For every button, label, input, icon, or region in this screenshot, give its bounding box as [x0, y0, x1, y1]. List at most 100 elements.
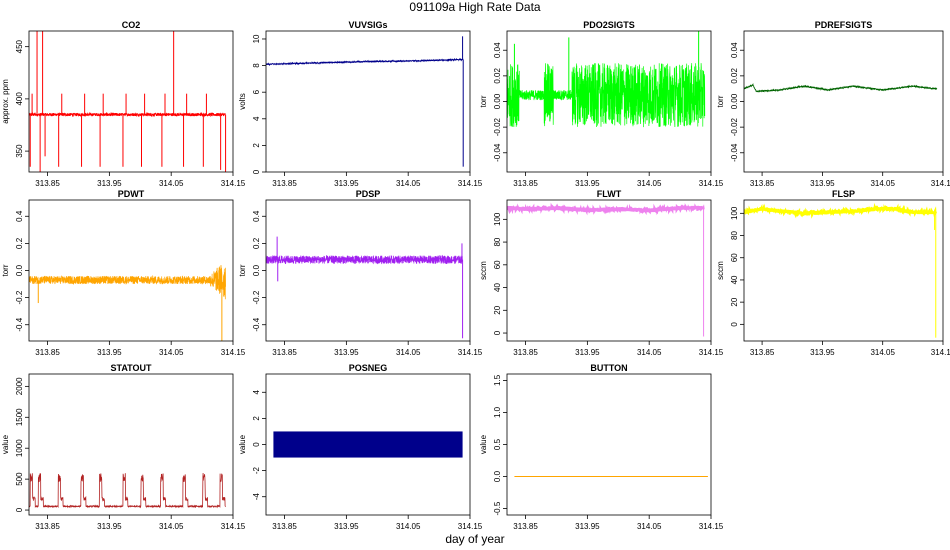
x-tick-label: 313.95 [334, 522, 359, 531]
y-tick-label: 0 [15, 507, 24, 512]
x-tick-label: 314.15 [931, 179, 950, 188]
y-tick-label: 450 [15, 39, 24, 53]
x-tick-label: 314.05 [159, 179, 184, 188]
x-tick-label: 314.05 [637, 179, 662, 188]
data-line [29, 265, 226, 300]
y-tick-label: 0.02 [493, 68, 502, 84]
x-tick-label: 313.95 [575, 522, 600, 531]
y-tick-label: -0.2 [252, 290, 261, 304]
y-axis-label: value [238, 434, 247, 454]
panel-title: BUTTON [590, 363, 627, 373]
x-tick-label: 314.15 [458, 179, 483, 188]
y-tick-label: 20 [493, 305, 502, 314]
panel-co2: CO2 approx. ppm 313.85 313.95 314.05 314.15 35… [1, 20, 246, 188]
x-tick-label: 313.85 [35, 522, 60, 531]
x-tick-label: 314.15 [221, 179, 246, 188]
panel-statout: STATOUT value 313.85 313.95 314.05 314.15 0 500… [1, 363, 246, 531]
y-tick-label: 0.04 [493, 42, 502, 58]
y-tick-label: 10 [252, 34, 261, 43]
series-vuvsigs [266, 36, 464, 167]
y-axis-label: sccm [479, 261, 488, 280]
panel-pdwt: PDWT torr 313.85 313.95 314.05 314.15 -0.4 -0.2… [1, 189, 246, 357]
x-tick-label: 313.85 [513, 179, 538, 188]
x-tick-label: 313.85 [272, 522, 297, 531]
series-flsp [744, 202, 937, 338]
x-tick-label: 313.95 [97, 348, 122, 357]
panel-posneg: POSNEG value 313.85 313.95 314.05 314.15 -4 -2 0… [238, 363, 483, 531]
x-tick-label: 314.05 [396, 179, 421, 188]
plot-frame [265, 199, 471, 342]
y-tick-label: 2 [252, 416, 261, 421]
panel-vuvsigs: VUVSIGs volts 313.85 313.95 314.05 314.15 0 2 4 6… [238, 20, 483, 188]
x-tick-label: 314.05 [159, 522, 184, 531]
plot-frame [743, 30, 944, 173]
y-tick-label: 1.0 [493, 406, 502, 418]
x-tick-label: 313.95 [810, 179, 835, 188]
y-tick-label: 0.00 [730, 93, 739, 109]
series-co2 [29, 31, 227, 172]
y-tick-label: 1000 [15, 439, 24, 457]
panel-pdrefsigts: PDREFSIGTS torr 313.85 313.95 314.05 314.15 -0… [716, 20, 950, 188]
x-tick-label: 313.85 [35, 179, 60, 188]
y-axis-label: torr [1, 264, 10, 276]
panel-title: POSNEG [349, 363, 388, 373]
x-tick-label: 314.05 [870, 348, 895, 357]
y-tick-label: 0.0 [15, 264, 24, 276]
x-tick-label: 314.05 [637, 348, 662, 357]
plot-frame [506, 199, 712, 342]
y-tick-label: 6 [252, 89, 261, 94]
x-tick-label: 314.15 [699, 179, 724, 188]
y-axis-label: torr [716, 95, 725, 107]
panel-flsp: FLSP sccm 313.85 313.95 314.05 314.15 0 20 40 60 8… [716, 189, 950, 357]
y-tick-label: 80 [493, 237, 502, 246]
panel-title: VUVSIGs [348, 20, 387, 30]
x-tick-label: 313.85 [272, 348, 297, 357]
x-tick-label: 314.05 [396, 348, 421, 357]
x-tick-label: 314.15 [458, 348, 483, 357]
y-tick-label: 20 [730, 297, 739, 306]
data-band [273, 431, 463, 458]
y-tick-label: -0.04 [493, 143, 502, 162]
y-tick-label: 0 [252, 169, 261, 174]
x-tick-label: 313.95 [575, 179, 600, 188]
y-tick-label: 0.5 [493, 438, 502, 450]
y-axis-label: approx. ppm [1, 79, 10, 124]
y-tick-label: 500 [15, 472, 24, 486]
data-line [507, 63, 706, 128]
y-tick-label: -0.02 [730, 117, 739, 136]
y-tick-label: 1500 [15, 408, 24, 426]
y-tick-label: 0.04 [730, 42, 739, 58]
y-tick-label: -0.02 [493, 117, 502, 136]
y-tick-label: 0.2 [15, 237, 24, 249]
x-tick-label: 314.15 [221, 348, 246, 357]
y-tick-label: -0.4 [252, 317, 261, 331]
panel-pdo2sigts: PDO2SIGTS torr 313.85 313.95 314.05 314.15 -0.… [479, 20, 724, 188]
y-tick-label: 2 [252, 143, 261, 148]
x-tick-label: 313.95 [97, 179, 122, 188]
panel-title: FLSP [832, 189, 855, 199]
panel-title: CO2 [122, 20, 141, 30]
y-tick-label: -0.4 [15, 317, 24, 331]
y-tick-label: 0 [252, 442, 261, 447]
x-tick-label: 314.15 [699, 348, 724, 357]
data-line [507, 202, 705, 216]
y-tick-label: 100 [730, 206, 739, 220]
y-tick-label: 60 [493, 260, 502, 269]
data-line [744, 202, 937, 219]
y-tick-label: 40 [730, 275, 739, 284]
series-pdrefsigts [744, 83, 938, 93]
y-axis-label: torr [238, 264, 247, 276]
y-tick-label: 350 [15, 144, 24, 158]
series-pdwt [29, 265, 226, 341]
plot-frame [28, 373, 234, 516]
x-tick-label: 314.05 [870, 179, 895, 188]
y-tick-label: 4 [252, 390, 261, 395]
y-tick-label: 0.00 [493, 93, 502, 109]
y-tick-label: -0.2 [15, 290, 24, 304]
plot-frame [743, 199, 944, 342]
y-tick-label: 0.02 [730, 68, 739, 84]
figure-title: 091109a High Rate Data [409, 0, 541, 14]
y-tick-label: 0.0 [493, 470, 502, 482]
panels: CO2 approx. ppm 313.85 313.95 314.05 314.15 35… [1, 20, 950, 531]
y-tick-label: 0 [730, 322, 739, 327]
